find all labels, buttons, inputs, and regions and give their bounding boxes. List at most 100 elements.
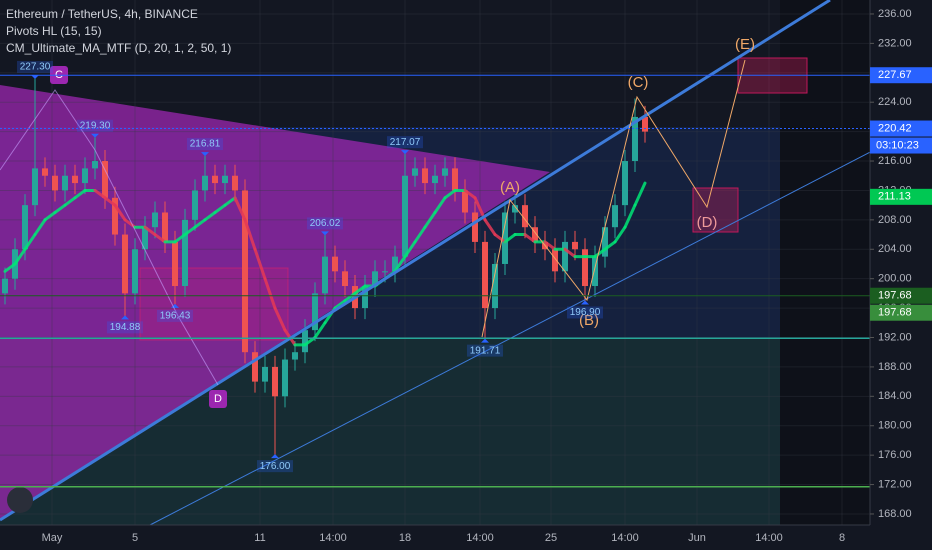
candle-body (362, 286, 368, 309)
ma-line (563, 247, 577, 259)
candle-body (572, 241, 578, 250)
ma-line (243, 218, 257, 251)
pivot-box (107, 321, 143, 334)
price-tag-label: 220.42 (878, 122, 912, 134)
ma-line (153, 233, 167, 244)
price-tag (870, 287, 932, 304)
candle-body (232, 175, 238, 191)
candle-body (432, 175, 438, 184)
candle-body (552, 249, 558, 272)
ma-line (443, 188, 457, 200)
x-tick-label: 11 (254, 532, 265, 544)
ma-line (173, 233, 187, 244)
price-tag (870, 188, 932, 205)
candle-body (522, 205, 528, 228)
candle-body (372, 271, 378, 287)
pivot-label: 196.90 (570, 307, 601, 318)
trendline (0, 0, 831, 522)
ma-line (103, 196, 117, 207)
ma-line (593, 247, 607, 259)
candle-body (102, 161, 108, 198)
candle-body (332, 256, 338, 272)
candle-body (222, 175, 228, 184)
pivot-box (17, 60, 53, 73)
candle-body (642, 116, 648, 132)
ma-line (633, 181, 647, 207)
x-tick-label: 14:00 (319, 532, 347, 544)
candle-body (452, 168, 458, 191)
future-area (780, 0, 870, 525)
ma-line (343, 291, 357, 303)
candle-body (592, 256, 598, 287)
y-tick-label: 184.00 (878, 390, 912, 402)
x-tick-label: 5 (132, 532, 138, 544)
ma-line (403, 240, 417, 259)
wave-label: (A) (500, 179, 520, 196)
ma-line (73, 188, 87, 200)
ma-line (263, 277, 277, 310)
candle-body (582, 249, 588, 287)
pivot-label: 206.02 (310, 218, 341, 229)
candle-body (62, 175, 68, 191)
pivot-marker (121, 315, 129, 320)
price-tag (870, 304, 932, 321)
x-tick-label: 14:00 (755, 532, 783, 544)
ma-line (53, 203, 67, 214)
pivot-box (257, 460, 293, 473)
candle-body (302, 330, 308, 353)
candle-body (382, 271, 388, 273)
candle-body (612, 205, 618, 228)
countdown-tag (870, 137, 932, 154)
candle-body (502, 212, 508, 264)
ma-line (493, 233, 507, 244)
ma-line (233, 196, 247, 222)
candle-body (442, 168, 448, 176)
indicator-label: Pivots HL (15, 15) (6, 24, 102, 38)
y-tick-label: 172.00 (878, 478, 912, 490)
price-axis (870, 0, 932, 550)
candle-body (312, 293, 318, 331)
ma-line (23, 233, 37, 251)
ma-line (423, 211, 437, 229)
candle-body (532, 227, 538, 242)
ma-line (313, 321, 327, 339)
ma-line (333, 299, 347, 310)
ma-line (353, 284, 367, 295)
pivot-marker (31, 74, 39, 79)
candle-body (72, 175, 78, 184)
pivot-label: 219.30 (80, 120, 111, 131)
candle-body (292, 352, 298, 360)
pivot-label: 196.43 (160, 311, 191, 322)
drawings-under (0, 0, 870, 525)
y-tick-label: 188.00 (878, 361, 912, 373)
candle-body (132, 249, 138, 294)
ma-line (433, 196, 447, 214)
candle-body (252, 352, 258, 382)
candle-body (242, 190, 248, 353)
ma-line (483, 218, 497, 237)
x-tick-label: 25 (545, 532, 557, 544)
candle-body (122, 234, 128, 294)
pivot-box (567, 306, 603, 319)
y-tick-label: 200.00 (878, 273, 912, 285)
y-tick-label: 176.00 (878, 449, 912, 461)
price-tag-label: 211.13 (878, 191, 911, 203)
wave-label: D (214, 393, 222, 405)
candle-body (92, 161, 98, 169)
pivot-box (307, 217, 343, 230)
candle-body (392, 256, 398, 272)
price-tag-label: 227.67 (878, 69, 912, 81)
y-tick-label: 192.00 (878, 331, 912, 343)
ma-line (223, 196, 237, 207)
ma-line (613, 225, 627, 244)
ma-line (43, 211, 57, 222)
ma-line (213, 203, 227, 214)
candle-body (272, 366, 278, 397)
time-axis (0, 525, 870, 550)
price-tag (870, 67, 932, 84)
pivot-zigzag (0, 89, 219, 386)
pivot-marker (481, 338, 489, 343)
x-tick-label: 14:00 (611, 532, 639, 544)
ma-line (3, 262, 17, 273)
x-tick-label: Jun (688, 532, 706, 544)
